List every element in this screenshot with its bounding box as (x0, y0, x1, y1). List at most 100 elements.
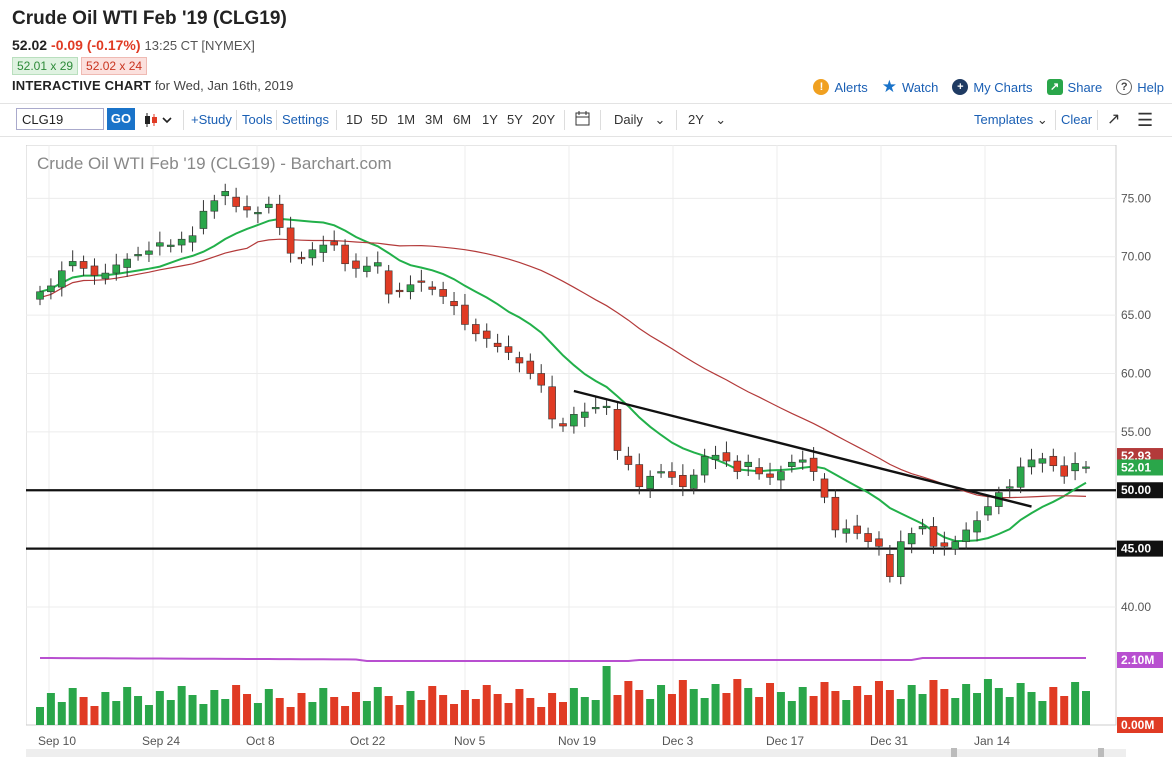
volume-bar (635, 690, 644, 725)
period-1y[interactable]: 1Y (482, 112, 498, 127)
volume-bar (210, 690, 219, 725)
ma-long-line (39, 238, 1087, 499)
volume-bar (1005, 697, 1014, 725)
chart-heading: INTERACTIVE CHART for Wed, Jan 16th, 201… (12, 78, 293, 93)
chart-area[interactable]: Crude Oil WTI Feb '19 (CLG19) - Barchart… (25, 144, 1172, 758)
help-link[interactable]: ? Help (1116, 79, 1164, 95)
my-charts-link[interactable]: + My Charts (952, 79, 1033, 95)
volume-bar (439, 695, 448, 725)
candle-body (537, 373, 546, 386)
settings-button[interactable]: Settings (282, 112, 329, 127)
candle-body (875, 538, 883, 547)
volume-bar (896, 699, 905, 725)
volume-bar (1060, 696, 1069, 725)
alert-icon: ! (813, 79, 830, 95)
chevron-down-icon: ⌄ (1036, 112, 1048, 127)
candle-body (352, 260, 360, 269)
period-5d[interactable]: 5D (371, 112, 388, 127)
calendar-button[interactable] (574, 104, 592, 136)
volume-bar (744, 688, 753, 725)
date-tick-label: Oct 8 (246, 734, 275, 748)
volume-bar (297, 693, 306, 725)
chart-date: for Wed, Jan 16th, 2019 (154, 78, 294, 93)
candle-body (591, 407, 600, 410)
volume-bar (330, 697, 339, 725)
price-chart[interactable]: Crude Oil WTI Feb '19 (CLG19) - Barchart… (25, 144, 1172, 758)
chart-label: INTERACTIVE CHART (12, 78, 152, 93)
volume-bar (700, 698, 709, 725)
candle-body (297, 257, 306, 260)
watch-link[interactable]: ★ Watch (881, 77, 939, 96)
tools-button[interactable]: Tools (242, 112, 273, 127)
divider (183, 110, 184, 130)
expand-icon[interactable]: ↗ (1107, 111, 1121, 128)
volume-bar (1027, 692, 1036, 725)
ask-badge: 52.02 x 24 (81, 57, 148, 75)
volume-bar (199, 704, 208, 725)
period-1d[interactable]: 1D (346, 112, 363, 127)
volume-bar (885, 690, 894, 725)
period-3m[interactable]: 3M (425, 112, 444, 127)
volume-bar (853, 686, 862, 725)
clear-button[interactable]: Clear (1061, 112, 1093, 127)
date-tick-label: Dec 17 (766, 734, 804, 748)
volume-bar (232, 685, 241, 725)
candle-body (559, 423, 567, 427)
interval-select[interactable]: Daily ⌄ (614, 112, 666, 127)
candle-body (1049, 455, 1058, 467)
candle-body (395, 289, 404, 293)
date-tick-label: Dec 3 (662, 734, 694, 748)
price-tick-label: 65.00 (1121, 308, 1151, 322)
symbol-input[interactable]: CLG19 (16, 108, 104, 130)
volume-bar (929, 680, 938, 725)
divider (276, 110, 277, 130)
menu-icon[interactable]: ☰ (1137, 110, 1154, 130)
volume-bar (667, 694, 676, 725)
candle-body (853, 525, 861, 534)
period-20y[interactable]: 20Y (532, 112, 556, 127)
volume-bar (657, 685, 666, 725)
candle-body (145, 250, 153, 255)
price-change: -0.09 (-0.17%) (51, 37, 141, 53)
price-tick-label: 70.00 (1121, 250, 1151, 264)
candle-body (177, 238, 186, 246)
volume-bar (602, 666, 611, 725)
candle-body (1005, 486, 1014, 489)
candle-body (646, 475, 654, 489)
range-select[interactable]: 2Y ⌄ (688, 112, 727, 127)
candle-body (766, 473, 774, 478)
volume-bar (874, 681, 883, 725)
volume-bar (264, 689, 273, 725)
share-link[interactable]: ↗ Share (1046, 79, 1102, 95)
volume-bar (275, 698, 284, 725)
candle-body (918, 526, 927, 530)
candle-body (232, 196, 240, 207)
volume-bar (994, 688, 1003, 725)
volume-bar (395, 705, 404, 725)
period-1m[interactable]: 1M (397, 112, 416, 127)
candle-body (842, 528, 851, 534)
candle-body (166, 244, 175, 247)
volume-bar (319, 688, 328, 725)
volume-bar (689, 689, 698, 725)
volume-bar (569, 688, 578, 725)
study-button[interactable]: +Study (191, 112, 232, 127)
quote-time: 13:25 CT [NYMEX] (144, 38, 255, 53)
go-button[interactable]: GO (107, 108, 135, 130)
volume-bar (188, 695, 197, 725)
scroll-handle-left (951, 748, 957, 758)
candle-body (635, 464, 644, 488)
volume-bar (177, 686, 186, 725)
volume-bar (624, 681, 633, 725)
chart-type-button[interactable] (143, 104, 177, 136)
period-5y[interactable]: 5Y (507, 112, 523, 127)
candle-body (450, 301, 458, 307)
period-6m[interactable]: 6M (453, 112, 472, 127)
price-tick-label: 55.00 (1121, 425, 1151, 439)
volume-bar (1038, 701, 1047, 725)
volume-bar (351, 692, 360, 725)
candle-body (308, 249, 317, 259)
volume-bar (1071, 682, 1080, 725)
templates-select[interactable]: Templates ⌄ (974, 112, 1048, 127)
alerts-link[interactable]: ! Alerts (813, 79, 868, 95)
